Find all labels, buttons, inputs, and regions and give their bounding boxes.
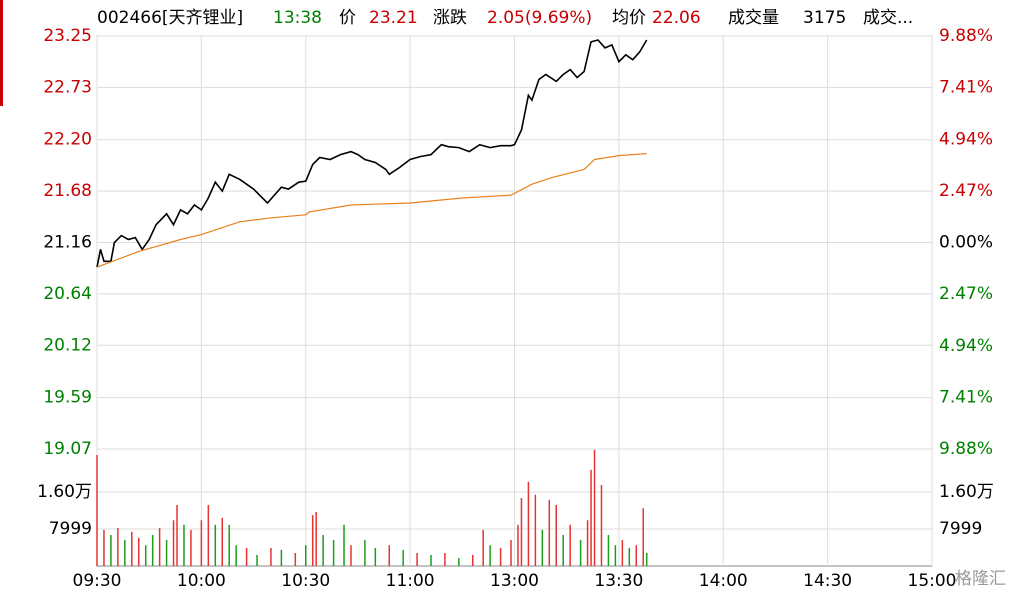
header-item: 22.06 <box>652 8 701 28</box>
x-tick-label: 14:30 <box>803 571 852 591</box>
y-tick-label: 20.12 <box>43 335 92 355</box>
watermark: 格隆汇 <box>955 569 1006 589</box>
y-tick-label: 21.16 <box>43 233 92 253</box>
x-tick-label: 13:30 <box>594 571 643 591</box>
y2-tick-label: 4.94% <box>939 336 993 356</box>
price-line <box>96 153 647 268</box>
y2-tick-label: 2.47% <box>939 181 993 201</box>
y-tick-label: 22.73 <box>43 77 92 97</box>
header-item: 3175 <box>803 8 846 28</box>
volume-tick-label: 7999 <box>49 519 92 539</box>
x-tick-label: 10:00 <box>177 571 226 591</box>
header-item: 2.05(9.69%) <box>487 8 592 28</box>
x-tick-label: 14:00 <box>699 571 748 591</box>
y2-tick-label: 9.88% <box>939 26 993 46</box>
header-item: 价 <box>339 8 356 28</box>
header-item: 均价 <box>612 8 646 28</box>
x-tick-label: 15:00 <box>908 571 957 591</box>
side-marker <box>0 0 3 106</box>
y2-tick-label: 0.00% <box>939 233 993 253</box>
header-item: 13:38 <box>273 8 322 28</box>
y-tick-label: 19.07 <box>43 439 92 459</box>
price-line <box>96 39 648 268</box>
y2-tick-label: 7.41% <box>939 78 993 98</box>
x-tick-label: 09:30 <box>73 571 122 591</box>
volume-tick-label: 1.60万 <box>939 482 994 502</box>
y-tick-label: 22.20 <box>43 130 92 150</box>
header-item: 23.21 <box>369 8 418 28</box>
x-tick-label: 13:00 <box>490 571 539 591</box>
y2-tick-label: 2.47% <box>939 284 993 304</box>
header-item: 002466[天齐锂业] <box>97 8 243 28</box>
y-tick-label: 23.25 <box>43 26 92 46</box>
header-item: 成交... <box>863 8 913 28</box>
volume-tick-label: 1.60万 <box>37 482 92 502</box>
y-tick-label: 20.64 <box>43 284 92 304</box>
volume-tick-label: 7999 <box>939 519 982 539</box>
y-tick-label: 19.59 <box>43 388 92 408</box>
y-tick-label: 21.68 <box>43 181 92 201</box>
header-item: 涨跌 <box>433 8 467 28</box>
y2-tick-label: 7.41% <box>939 387 993 407</box>
y2-tick-label: 9.88% <box>939 439 993 459</box>
header-item: 成交量 <box>728 8 779 28</box>
x-tick-label: 10:30 <box>281 571 330 591</box>
x-tick-label: 11:00 <box>386 571 435 591</box>
y2-tick-label: 4.94% <box>939 129 993 149</box>
